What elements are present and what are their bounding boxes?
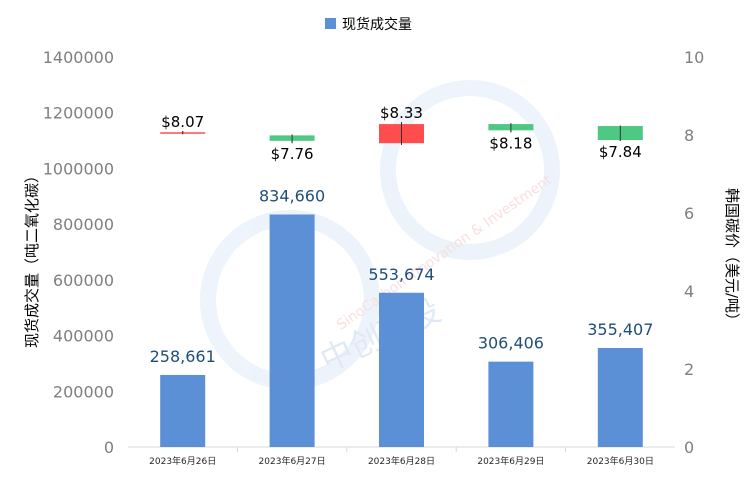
volume-bar (269, 214, 315, 447)
volume-data-label: 553,674 (368, 265, 434, 284)
x-tick-label: 2023年6月28日 (368, 455, 435, 467)
volume-bar (379, 292, 424, 447)
right-y-tick-label: 8 (684, 126, 694, 145)
right-axis-title: 韩国碳价（美元/吨） (723, 188, 741, 328)
right-y-tick-label: 6 (684, 204, 694, 223)
volume-bar (160, 374, 206, 447)
right-y-tick-label: 10 (684, 48, 704, 67)
volume-bar (488, 361, 534, 447)
legend-label: 现货成交量 (342, 16, 412, 33)
legend-swatch (325, 18, 336, 29)
right-y-axis: 0 2 4 6 8 10 (684, 48, 704, 457)
price-data-label: $8.18 (489, 134, 532, 152)
x-tick-label: 2023年6月30日 (587, 455, 654, 467)
volume-data-label: 258,661 (150, 347, 216, 366)
right-y-tick-label: 2 (684, 360, 694, 379)
x-axis: 2023年6月26日 2023年6月27日 2023年6月28日 2023年6月29日… (149, 447, 654, 467)
left-y-tick-label: 400000 (53, 327, 114, 346)
left-y-tick-label: 1000000 (43, 159, 114, 178)
price-data-label: $7.76 (271, 145, 314, 163)
left-y-tick-label: 1200000 (43, 104, 114, 123)
volume-bar (597, 347, 643, 447)
right-y-tick-label: 0 (684, 438, 694, 457)
price-data-label: $7.84 (599, 143, 642, 161)
x-tick-label: 2023年6月26日 (149, 455, 216, 467)
x-tick-label: 2023年6月29日 (477, 455, 544, 467)
watermark-subtext: SinoCarbon Innovation & Investment (334, 172, 555, 334)
volume-data-label: 355,407 (587, 320, 653, 339)
price-data-label: $8.07 (161, 113, 204, 131)
volume-data-label: 834,660 (259, 186, 325, 205)
left-y-tick-label: 0 (104, 438, 114, 457)
left-y-tick-label: 1400000 (43, 48, 114, 67)
left-y-tick-label: 600000 (53, 271, 114, 290)
price-data-label: $8.33 (380, 104, 423, 122)
right-y-tick-label: 4 (684, 282, 694, 301)
left-y-axis: 0 200000 400000 600000 800000 1000000 1200000 1… (43, 48, 114, 457)
price-series: $8.07 $7.76 $8.33 $8.18 $7.84 (160, 104, 643, 163)
left-y-tick-label: 200000 (53, 382, 114, 401)
left-y-tick-label: 800000 (53, 215, 114, 234)
bar-series: 258,661 834,660 553,674 306,406 355,407 (150, 186, 653, 447)
x-tick-label: 2023年6月27日 (259, 455, 326, 467)
volume-data-label: 306,406 (478, 334, 544, 353)
left-axis-title: 现货成交量（吨二氧化碳） (23, 168, 41, 348)
legend: 现货成交量 (325, 16, 412, 33)
